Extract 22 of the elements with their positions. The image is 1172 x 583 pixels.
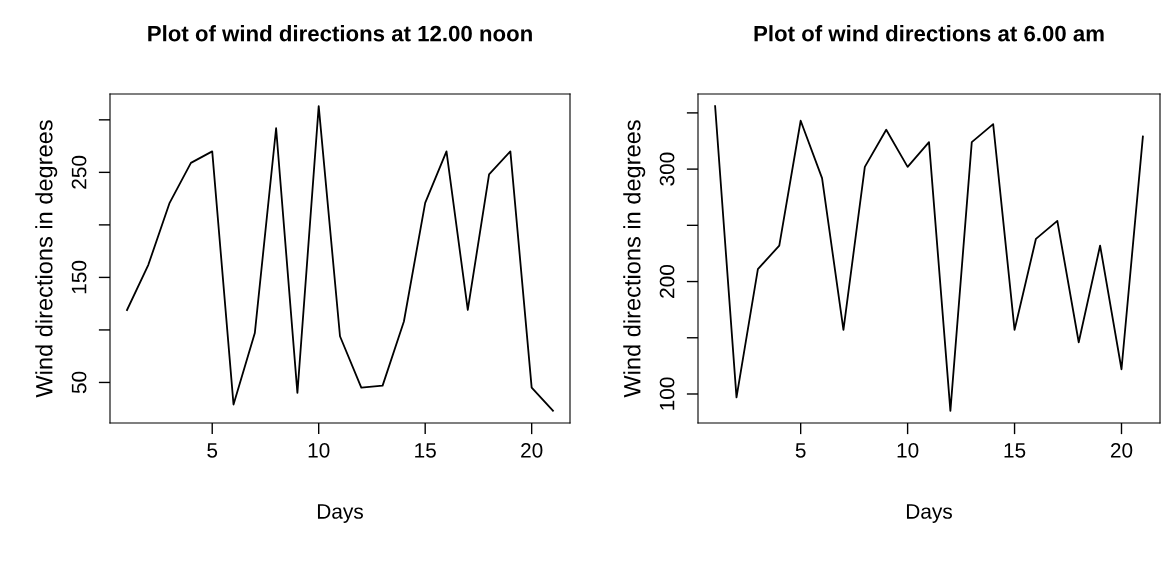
y-tick-label: 100 <box>659 377 675 410</box>
y-tick-label: 150 <box>71 260 87 294</box>
x-tick-label: 15 <box>1004 443 1026 458</box>
x-tick-label: 15 <box>415 443 436 458</box>
y-tick-label: 250 <box>71 155 87 189</box>
y-axis-title: Wind directions in degrees <box>623 120 646 398</box>
x-tick-label: 5 <box>207 443 218 458</box>
chart-title: Plot of wind directions at 6.00 am <box>754 25 1104 42</box>
y-tick-label: 200 <box>659 264 675 298</box>
x-tick-label: 5 <box>795 443 806 458</box>
x-axis-title: Days <box>906 504 952 523</box>
x-axis-title: Days <box>317 504 363 523</box>
y-axis-title: Wind directions in degrees <box>35 120 58 398</box>
x-tick-label: 20 <box>521 442 543 458</box>
chart-title: Plot of wind directions at 12.00 noon <box>148 25 532 42</box>
y-tick-label: 50 <box>71 371 87 394</box>
line-series <box>126 105 554 412</box>
line-series <box>714 105 1144 412</box>
x-tick-label: 10 <box>897 442 919 458</box>
x-tick-label: 10 <box>308 442 330 458</box>
y-tick-label: 300 <box>659 152 675 186</box>
x-tick-label: 20 <box>1110 442 1133 458</box>
